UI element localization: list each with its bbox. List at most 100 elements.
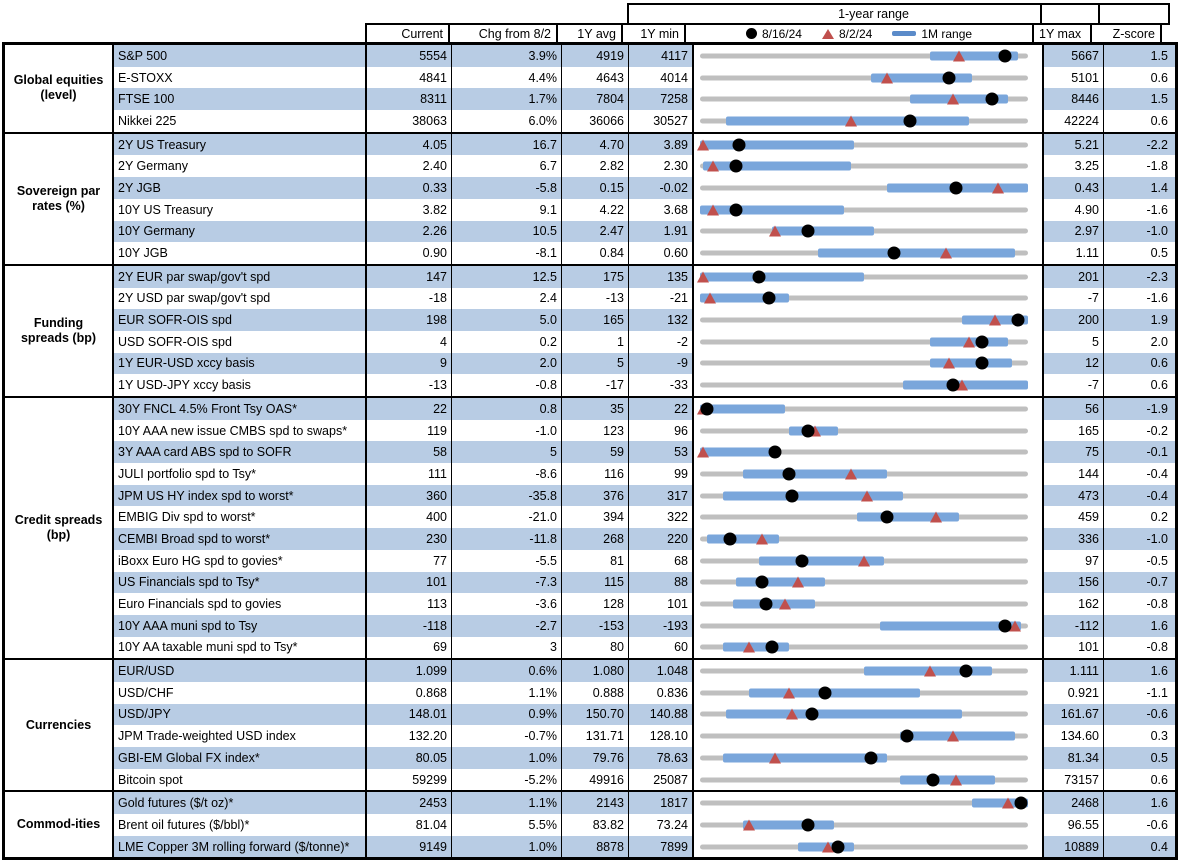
- range-track: [696, 441, 1028, 463]
- cell-chg-from-8-2: 1.7%: [452, 88, 562, 111]
- prior-date-triangle-marker: [756, 533, 769, 545]
- range-track: [700, 420, 1028, 442]
- one-year-range-line: [700, 53, 1028, 59]
- prior-date-triangle-marker: [743, 641, 756, 653]
- table-section: Funding spreads (bp) 2Y EUR par swap/gov'…: [5, 265, 1175, 398]
- cell-current: 400: [367, 506, 452, 529]
- row-label: S&P 500: [114, 45, 367, 67]
- cell-z-score: 1.9: [1104, 309, 1175, 331]
- range-chart-cell: [694, 45, 1044, 67]
- table-row: 1Y EUR-USD xccy basis 9 2.0 5 -9 12 0.6: [114, 352, 1175, 375]
- cell-1y-max: 459: [1044, 506, 1104, 529]
- cell-1y-max: 56: [1044, 398, 1104, 420]
- cell-current: 3.82: [367, 198, 452, 221]
- row-label: 2Y Germany: [114, 155, 367, 178]
- legend-item-current: 8/16/24: [745, 27, 802, 41]
- cell-chg-from-8-2: 16.7: [452, 133, 562, 156]
- cell-1y-min: 132: [629, 309, 694, 331]
- range-title-cell: 1-year range: [627, 3, 1042, 25]
- cell-1y-max: 201: [1044, 265, 1104, 288]
- current-date-dot-marker: [959, 664, 973, 678]
- cell-current: 198: [367, 309, 452, 331]
- range-chart-cell: [694, 419, 1044, 442]
- current-date-dot-marker: [831, 840, 845, 854]
- current-date-dot-marker: [723, 532, 737, 546]
- cell-current: -118: [367, 614, 452, 637]
- cell-1y-max: 10889: [1044, 835, 1104, 858]
- range-track: [700, 242, 1028, 264]
- one-year-range-line: [700, 601, 1028, 607]
- row-label: 10Y US Treasury: [114, 198, 367, 221]
- cell-z-score: -0.8: [1146, 597, 1168, 612]
- one-year-range-line: [700, 844, 1028, 850]
- cell-1y-max: 5101: [1044, 66, 1104, 89]
- one-year-range-line: [700, 207, 1028, 213]
- one-month-range-bar: [929, 358, 1012, 368]
- cell-z-score: -1.0: [1104, 220, 1175, 243]
- cell-z-score: 1.5: [1104, 88, 1175, 111]
- cell-chg-from-8-2: 4.4%: [452, 66, 562, 89]
- cell-1y-max: 1.11: [1044, 242, 1104, 264]
- cell-1y-avg: 2143: [562, 792, 629, 815]
- table-row: Euro Financials spd to govies 113 -3.6 128 1…: [114, 593, 1175, 615]
- current-date-dot-marker: [975, 356, 989, 370]
- cell-1y-min: -193: [629, 614, 694, 637]
- range-track: [700, 155, 1028, 177]
- current-date-dot-marker: [801, 224, 815, 238]
- cell-z-score: 1.6: [1104, 792, 1175, 815]
- range-chart-cell: [694, 681, 1044, 704]
- prior-date-triangle-marker: [946, 730, 959, 742]
- table-row: 10Y Germany 2.26 10.5 2.47 1.91 2.97 -1.0: [114, 220, 1175, 243]
- cell-chg-from-8-2: -0.8: [452, 374, 562, 396]
- row-label: 30Y FNCL 4.5% Front Tsy OAS*: [114, 398, 367, 420]
- cell-1y-min: 60: [629, 636, 694, 659]
- blank-header-cell: [1098, 3, 1170, 25]
- range-track: [700, 463, 1028, 485]
- range-track: [700, 110, 1028, 132]
- cell-current: 148.01: [367, 703, 452, 726]
- range-chart-cell: [694, 309, 1044, 331]
- cell-current: 2.40: [367, 155, 452, 178]
- one-year-range-line: [700, 382, 1028, 388]
- one-month-range-icon: [892, 31, 917, 36]
- one-month-range-bar: [929, 51, 1019, 61]
- cell-current: -13: [367, 374, 452, 396]
- current-date-dot-marker: [762, 291, 776, 305]
- table-row: EMBIG Div spd to worst* 400 -21.0 394 322 459…: [114, 506, 1175, 529]
- cell-1y-max: 0.921: [1044, 681, 1104, 704]
- cell-current: 81.04: [367, 814, 452, 836]
- table-section: Credit spreads (bp) 30Y FNCL 4.5% Front T…: [5, 398, 1175, 661]
- one-month-range-bar: [700, 447, 776, 457]
- cell-1y-min: 88: [629, 571, 694, 594]
- cell-1y-min: 96: [629, 419, 694, 442]
- category-cell: Sovereign par rates (%): [5, 133, 114, 264]
- cell-1y-max: -7: [1044, 287, 1104, 310]
- current-dot-icon: [745, 28, 757, 39]
- legend-label-prior: 8/2/24: [838, 26, 873, 41]
- range-track: [700, 792, 1028, 814]
- row-label: 1Y USD-JPY xccy basis: [114, 374, 367, 396]
- table-row: 2Y EUR par swap/gov't spd 147 12.5 175 135 20…: [114, 265, 1175, 288]
- cell-1y-min: 99: [629, 463, 694, 485]
- range-track: [696, 134, 1028, 156]
- range-track: [696, 398, 1028, 420]
- range-chart-cell: [694, 330, 1044, 353]
- range-track: [700, 331, 1028, 353]
- row-label: 2Y US Treasury: [114, 133, 367, 156]
- cell-chg-from-8-2: 0.6%: [452, 660, 562, 682]
- one-month-range-bar: [726, 709, 963, 719]
- one-month-range-bar: [700, 140, 855, 150]
- range-track: [700, 199, 1028, 221]
- cell-1y-min: 3.89: [629, 133, 694, 156]
- range-track: [700, 747, 1028, 769]
- col-header-1y-avg: 1Y avg: [556, 23, 623, 44]
- cell-current: 111: [367, 463, 452, 485]
- cell-current: 0.90: [367, 242, 452, 264]
- current-date-dot-marker: [765, 640, 779, 654]
- col-header-1y-min: 1Y min: [621, 23, 686, 44]
- table-row: Brent oil futures ($/bbl)* 81.04 5.5% 83.82…: [114, 814, 1175, 836]
- table-row: 10Y AAA muni spd to Tsy -118 -2.7 -153 -193 -…: [114, 614, 1175, 637]
- cell-1y-min: -0.02: [629, 177, 694, 199]
- cell-chg-from-8-2: 2.4: [452, 287, 562, 310]
- range-chart-cell: [694, 110, 1044, 132]
